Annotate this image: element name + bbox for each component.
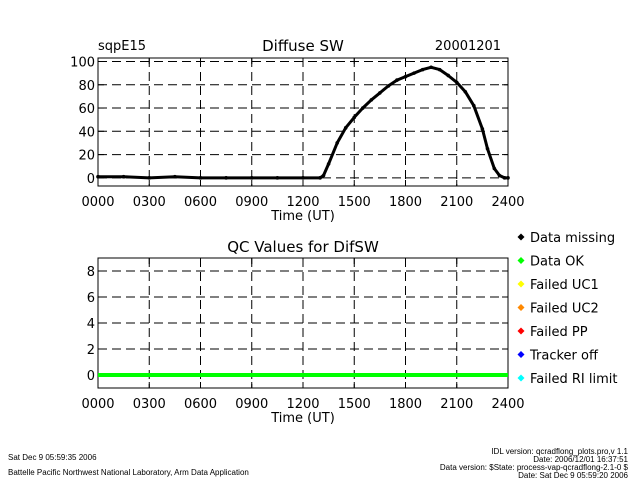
- site-label: sqpE15: [98, 39, 146, 54]
- legend-marker: [517, 257, 525, 264]
- y-tick-label: 60: [78, 102, 95, 117]
- y-tick-label: 8: [87, 265, 95, 280]
- y-tick-label: 2: [87, 343, 95, 358]
- x-tick-label: 0300: [133, 397, 166, 412]
- data-point: [429, 65, 433, 70]
- legend-marker: [517, 280, 525, 288]
- y-tick-label: 80: [78, 79, 95, 94]
- date-label: 20001201: [435, 39, 501, 54]
- x-tick-label: 1800: [389, 195, 422, 210]
- x-tick-label: 0600: [184, 397, 217, 412]
- data-point: [378, 91, 382, 95]
- data-point: [502, 176, 507, 180]
- data-point: [360, 106, 365, 110]
- data-point: [403, 74, 408, 79]
- data-point: [497, 173, 502, 178]
- x-tick-label: 0000: [81, 195, 114, 210]
- data-point: [321, 173, 326, 178]
- legend-marker: [517, 304, 525, 311]
- x-tick-label: 2100: [440, 397, 473, 412]
- legend-label: Failed UC1: [530, 278, 599, 293]
- data-date: Date: Sat Dec 9 05:59:20 2006: [518, 471, 628, 480]
- qc-legend: Data missing Data OK Failed UC1 Failed UC2 F…: [517, 231, 617, 387]
- x-tick-label: 1500: [338, 195, 371, 210]
- data-point: [454, 80, 459, 85]
- diffuse-sw-chart: 0000 0300 0600 0900 1200 1500 1800 2100 2400 0 20 4…: [70, 55, 524, 210]
- data-point: [437, 67, 442, 72]
- data-point: [472, 103, 476, 108]
- data-point: [485, 146, 490, 151]
- legend-label: Failed PP: [530, 325, 588, 340]
- y-tick-label: 40: [78, 125, 95, 140]
- data-point: [492, 166, 497, 171]
- y-tick-label: 100: [70, 55, 95, 70]
- data-point: [249, 176, 254, 180]
- y-tick-label: 20: [78, 149, 95, 164]
- data-point: [326, 162, 331, 166]
- legend-marker: [517, 233, 525, 241]
- run-date: Sat Dec 9 05:59:35 2006: [8, 453, 97, 462]
- legend-marker: [517, 351, 525, 358]
- data-point: [147, 176, 152, 180]
- y-tick-label: 0: [87, 369, 95, 384]
- y-tick-label: 0: [87, 172, 95, 187]
- x-tick-label: 1200: [286, 397, 319, 412]
- lab-credit: Battelle Pacific Northwest National Labo…: [8, 468, 249, 477]
- data-point: [480, 127, 485, 131]
- legend-marker: [517, 374, 525, 382]
- x-tick-label: 0600: [184, 195, 217, 210]
- x-tick-label: 0900: [235, 397, 268, 412]
- data-point: [420, 67, 425, 72]
- x-tick-label: 0300: [133, 195, 166, 210]
- data-point: [343, 126, 348, 130]
- data-point: [412, 71, 416, 75]
- data-point: [318, 176, 322, 180]
- qc-values-chart: 0000 0300 0600 0900 1200 1500 1800 2100 2400 0 2 4 6…: [81, 257, 525, 412]
- chart-title-top: Diffuse SW: [262, 37, 344, 55]
- data-point: [121, 174, 126, 179]
- x-tick-label: 0900: [235, 195, 268, 210]
- idl-version: IDL version: qcradflong_plots.pro,v 1.1: [491, 447, 628, 456]
- data-point: [335, 141, 339, 145]
- x-axis-label-bottom: Time (UT): [270, 411, 335, 426]
- legend-label: Data OK: [530, 255, 584, 270]
- data-point: [506, 176, 510, 180]
- data-point: [96, 174, 100, 179]
- x-axis-label-top: Time (UT): [270, 209, 335, 224]
- y-tick-label: 4: [87, 317, 95, 332]
- x-tick-label: 1200: [286, 195, 319, 210]
- data-point: [224, 176, 228, 180]
- legend-label: Failed UC2: [530, 302, 599, 317]
- legend-label: Data missing: [530, 231, 615, 246]
- data-point: [198, 176, 203, 180]
- data-point: [463, 89, 468, 94]
- data-point: [369, 98, 374, 102]
- x-tick-label: 1800: [389, 397, 422, 412]
- y-tick-label: 6: [87, 291, 95, 306]
- chart-title-bottom: QC Values for DifSW: [227, 238, 379, 256]
- data-point: [386, 84, 391, 88]
- data-point: [301, 176, 305, 180]
- data-point: [173, 174, 177, 179]
- x-tick-label: 0000: [81, 397, 114, 412]
- data-point: [275, 176, 280, 180]
- x-tick-label: 1500: [338, 397, 371, 412]
- legend-label: Tracker off: [529, 349, 599, 364]
- x-tick-label: 2400: [491, 195, 524, 210]
- legend-label: Failed RI limit: [530, 372, 617, 387]
- data-version: Data version: $State: process-vap-qcradf…: [440, 463, 629, 472]
- data-point: [395, 78, 399, 82]
- legend-marker: [517, 327, 525, 335]
- data-point: [352, 115, 357, 120]
- x-tick-label: 2100: [440, 195, 473, 210]
- x-tick-label: 2400: [491, 397, 524, 412]
- idl-date: Date: 2006/12/01 16:37:51: [533, 455, 628, 464]
- data-point: [446, 73, 451, 78]
